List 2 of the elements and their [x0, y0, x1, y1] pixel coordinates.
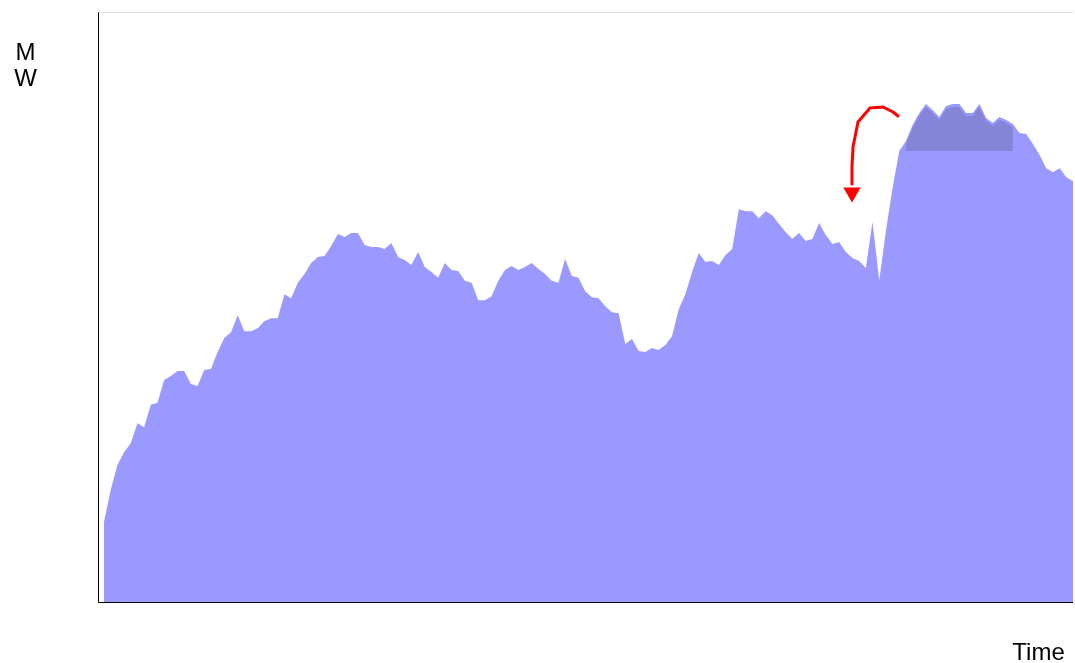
y-axis-title: MW: [14, 37, 38, 91]
x-axis-title: Time: [1012, 637, 1065, 663]
